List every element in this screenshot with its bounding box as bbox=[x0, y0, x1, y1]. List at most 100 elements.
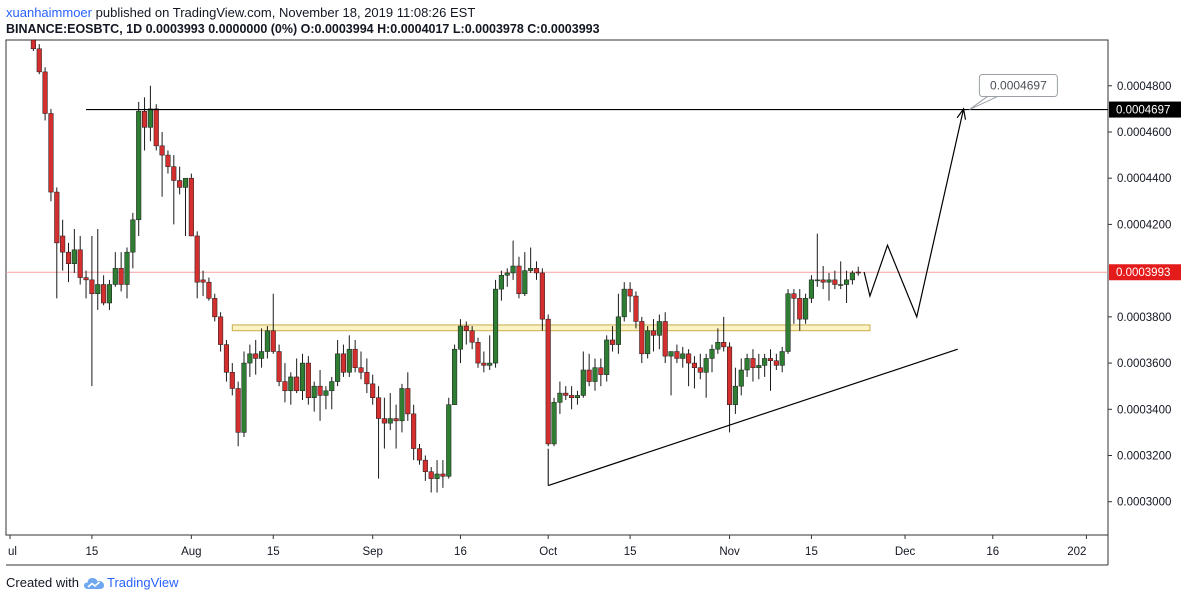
candle-up[interactable] bbox=[656, 314, 662, 350]
candle-down[interactable] bbox=[171, 155, 177, 225]
price-callout-box[interactable] bbox=[978, 74, 1058, 98]
projection-path[interactable] bbox=[863, 108, 965, 319]
candle-up[interactable] bbox=[814, 233, 820, 287]
candle-down[interactable] bbox=[539, 268, 545, 331]
candle-down[interactable] bbox=[727, 342, 733, 433]
candle-up[interactable] bbox=[808, 275, 815, 303]
candle-up[interactable] bbox=[522, 252, 528, 297]
candle-up[interactable] bbox=[95, 229, 101, 310]
author-link[interactable]: xuanhaimmoer bbox=[6, 5, 92, 20]
candle-down[interactable] bbox=[352, 339, 358, 373]
candle-down[interactable] bbox=[721, 316, 727, 352]
candle-down[interactable] bbox=[411, 404, 417, 461]
candle-up[interactable] bbox=[703, 353, 709, 398]
candle-down[interactable] bbox=[317, 370, 323, 421]
candle-down[interactable] bbox=[639, 316, 645, 364]
candle-up[interactable] bbox=[311, 381, 317, 412]
candle-down[interactable] bbox=[177, 166, 183, 195]
candle-down[interactable] bbox=[832, 270, 838, 290]
candle-down[interactable] bbox=[650, 319, 657, 352]
candle-down[interactable] bbox=[218, 312, 224, 352]
candle-up[interactable] bbox=[838, 261, 844, 290]
candle-down[interactable] bbox=[545, 314, 551, 447]
candle-up[interactable] bbox=[387, 393, 393, 431]
candle-down[interactable] bbox=[440, 460, 446, 488]
candle-down[interactable] bbox=[750, 349, 756, 382]
candle-down[interactable] bbox=[627, 282, 633, 313]
candle-up[interactable] bbox=[580, 351, 586, 398]
candle-down[interactable] bbox=[767, 349, 774, 391]
candle-down[interactable] bbox=[691, 356, 698, 389]
candle-down[interactable] bbox=[212, 293, 218, 322]
candle-up[interactable] bbox=[510, 240, 516, 280]
support-zone[interactable] bbox=[231, 324, 871, 332]
candle-down[interactable] bbox=[428, 467, 434, 493]
candle-up[interactable] bbox=[335, 339, 341, 387]
candle-down[interactable] bbox=[229, 363, 235, 396]
candle-up[interactable] bbox=[288, 372, 294, 405]
ascending-trendline[interactable] bbox=[548, 348, 958, 487]
candle-up[interactable] bbox=[557, 381, 563, 414]
candle-up[interactable] bbox=[844, 270, 850, 303]
candle-down[interactable] bbox=[820, 266, 826, 290]
candle-up[interactable] bbox=[762, 353, 768, 377]
candle-down[interactable] bbox=[54, 187, 60, 299]
candle-up[interactable] bbox=[744, 353, 750, 377]
candle-up[interactable] bbox=[452, 344, 458, 405]
target-price-badge[interactable] bbox=[1109, 101, 1181, 118]
candle-up[interactable] bbox=[849, 270, 855, 285]
candle-down[interactable] bbox=[294, 358, 300, 394]
candle-down[interactable] bbox=[791, 289, 797, 324]
candle-up[interactable] bbox=[645, 326, 651, 359]
candle-down[interactable] bbox=[194, 231, 200, 299]
candle-down[interactable] bbox=[358, 351, 364, 380]
candle-up[interactable] bbox=[615, 293, 621, 354]
candle-down[interactable] bbox=[270, 293, 276, 354]
candle-down[interactable] bbox=[36, 44, 42, 75]
candle-down[interactable] bbox=[200, 270, 206, 297]
candle-down[interactable] bbox=[463, 321, 469, 345]
candle-up[interactable] bbox=[621, 282, 627, 322]
candle-up[interactable] bbox=[399, 383, 405, 433]
candle-down[interactable] bbox=[416, 443, 423, 465]
candle-down[interactable] bbox=[89, 235, 95, 387]
candle-up[interactable] bbox=[106, 279, 113, 310]
candle-down[interactable] bbox=[586, 353, 592, 387]
candle-up[interactable] bbox=[680, 346, 686, 368]
candle-down[interactable] bbox=[253, 339, 259, 375]
candle-up[interactable] bbox=[785, 289, 791, 354]
candle-down[interactable] bbox=[282, 363, 288, 403]
candle-up[interactable] bbox=[259, 328, 265, 368]
candle-up[interactable] bbox=[604, 335, 610, 382]
candle-down[interactable] bbox=[633, 291, 639, 329]
candle-up[interactable] bbox=[487, 335, 493, 370]
candle-down[interactable] bbox=[364, 358, 370, 394]
candle-down[interactable] bbox=[610, 326, 616, 352]
candle-down[interactable] bbox=[405, 372, 411, 421]
candle-up[interactable] bbox=[493, 279, 499, 368]
candle-down[interactable] bbox=[48, 108, 54, 202]
candle-up[interactable] bbox=[668, 351, 674, 396]
candle-down[interactable] bbox=[598, 358, 604, 387]
candle-down[interactable] bbox=[533, 261, 540, 280]
candle-down[interactable] bbox=[686, 349, 692, 387]
candle-down[interactable] bbox=[165, 150, 171, 174]
candle-up[interactable] bbox=[124, 247, 130, 299]
candle-up[interactable] bbox=[247, 344, 253, 377]
candle-up[interactable] bbox=[241, 351, 247, 438]
candle-down[interactable] bbox=[65, 242, 72, 283]
candle-up[interactable] bbox=[112, 252, 118, 287]
candle-up[interactable] bbox=[715, 328, 721, 354]
last-price-badge[interactable] bbox=[1109, 264, 1181, 281]
candle-down[interactable] bbox=[569, 386, 575, 410]
candle-down[interactable] bbox=[393, 404, 399, 449]
candle-down[interactable] bbox=[83, 270, 89, 299]
candle-up[interactable] bbox=[738, 358, 744, 396]
candle-up[interactable] bbox=[551, 397, 557, 447]
candle-down[interactable] bbox=[469, 326, 475, 350]
candle-up[interactable] bbox=[779, 346, 785, 373]
candle-down[interactable] bbox=[662, 312, 668, 364]
candle-up[interactable] bbox=[592, 358, 598, 391]
candle-up[interactable] bbox=[826, 272, 832, 301]
